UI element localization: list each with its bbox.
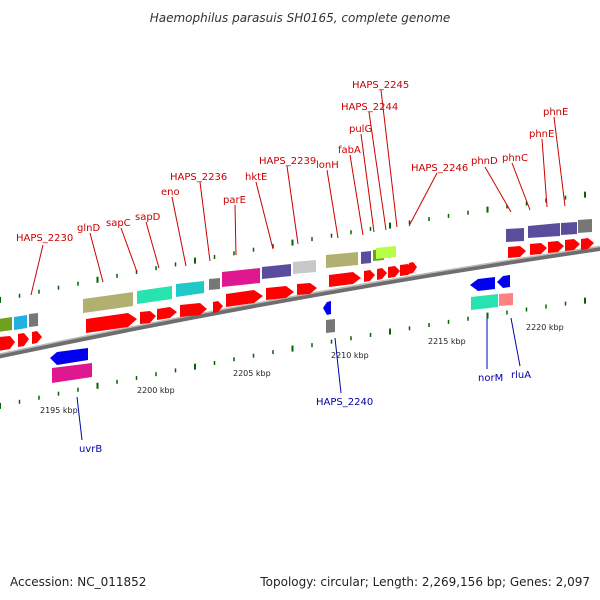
cog-block[interactable] — [137, 286, 172, 304]
forward-scale-ticks — [0, 191, 586, 303]
cog-block[interactable] — [471, 294, 498, 310]
gene-label[interactable]: phnC — [502, 153, 528, 164]
gene-label[interactable]: HAPS_2246 — [411, 163, 468, 174]
cog-block[interactable] — [561, 222, 577, 235]
forward-gene-arrows — [0, 238, 594, 351]
gene-label[interactable]: HAPS_2240 — [316, 397, 373, 408]
cog-block[interactable] — [0, 317, 12, 332]
forward-cog-blocks — [0, 219, 592, 332]
scale-labels: 2195 kbp 2200 kbp 2205 kbp 2210 kbp 2215… — [40, 323, 564, 415]
reverse-gene-labels: uvrB HAPS_2240 norM rluA — [79, 370, 531, 455]
gene-arrow[interactable] — [508, 246, 526, 258]
gene-label[interactable]: fabA — [338, 145, 361, 156]
gene-label[interactable]: phnE — [543, 107, 568, 118]
gene-label[interactable]: uvrB — [79, 444, 102, 455]
cog-block[interactable] — [326, 252, 358, 268]
gene-label[interactable]: eno — [161, 187, 180, 198]
gene-label[interactable]: sapD — [135, 212, 161, 223]
cog-block[interactable] — [361, 251, 371, 264]
reverse-leader-lines — [76, 317, 521, 441]
scale-label-2200: 2200 kbp — [137, 386, 175, 395]
cog-block[interactable] — [52, 363, 92, 383]
gene-arrow-reverse[interactable] — [323, 301, 331, 315]
gene-label[interactable]: pulG — [349, 124, 372, 135]
reverse-scale-ticks — [0, 297, 586, 409]
genome-backbone — [0, 245, 600, 359]
cog-block[interactable] — [222, 268, 260, 287]
gene-arrow[interactable] — [32, 331, 42, 344]
cog-block[interactable] — [209, 278, 220, 290]
genome-stats-text: Topology: circular; Length: 2,269,156 bp… — [259, 575, 590, 589]
cog-block[interactable] — [506, 228, 524, 242]
gene-arrow[interactable] — [213, 301, 223, 313]
gene-label[interactable]: lonH — [316, 160, 339, 171]
scale-label-2215: 2215 kbp — [428, 337, 466, 346]
gene-arrow[interactable] — [377, 268, 387, 280]
cog-block[interactable] — [376, 246, 396, 259]
scale-label-2195: 2195 kbp — [40, 406, 78, 415]
gene-arrow-reverse[interactable] — [50, 348, 88, 365]
gene-label[interactable]: sapC — [106, 218, 131, 229]
gene-label[interactable]: hktE — [245, 172, 267, 183]
gene-arrow[interactable] — [581, 238, 594, 250]
gene-arrow[interactable] — [157, 307, 177, 320]
gene-label[interactable]: parE — [223, 195, 246, 206]
forward-gene-labels: HAPS_2230 glnD sapC sapD eno HAPS_2236 p… — [16, 80, 568, 244]
scale-label-2220: 2220 kbp — [526, 323, 564, 332]
gene-arrow[interactable] — [409, 262, 417, 274]
gene-arrow[interactable] — [226, 290, 263, 307]
gene-label[interactable]: HAPS_2245 — [352, 80, 409, 91]
cog-block[interactable] — [176, 281, 204, 297]
cog-block[interactable] — [14, 315, 27, 330]
gene-arrow[interactable] — [180, 303, 207, 317]
forward-leader-lines — [30, 89, 566, 296]
cog-block[interactable] — [262, 264, 291, 279]
genome-backbone-highlight — [0, 245, 600, 355]
gene-label[interactable]: phnE — [529, 129, 554, 140]
gene-arrow[interactable] — [329, 272, 361, 287]
reverse-features — [50, 275, 513, 383]
cog-block[interactable] — [29, 313, 38, 327]
gene-label[interactable]: HAPS_2244 — [341, 102, 398, 113]
gene-arrow[interactable] — [266, 286, 294, 300]
accession-text: Accession: NC_011852 — [10, 575, 146, 589]
cog-block[interactable] — [499, 293, 513, 306]
gene-arrow[interactable] — [0, 336, 15, 351]
gene-label[interactable]: phnD — [471, 156, 498, 167]
gene-arrow[interactable] — [140, 311, 156, 324]
gene-label[interactable]: HAPS_2239 — [259, 156, 316, 167]
cog-block[interactable] — [83, 292, 133, 313]
gene-arrow[interactable] — [530, 243, 547, 255]
gene-arrow[interactable] — [548, 241, 564, 253]
gene-arrow[interactable] — [86, 313, 137, 333]
cog-block[interactable] — [528, 223, 560, 238]
cog-block[interactable] — [293, 260, 316, 274]
gene-label[interactable]: HAPS_2230 — [16, 233, 73, 244]
scale-label-2205: 2205 kbp — [233, 369, 271, 378]
gene-label[interactable]: HAPS_2236 — [170, 172, 227, 183]
gene-label[interactable]: glnD — [77, 223, 100, 234]
cog-block[interactable] — [326, 319, 335, 333]
gene-arrow[interactable] — [388, 266, 400, 278]
scale-label-2210: 2210 kbp — [331, 351, 369, 360]
gene-arrow[interactable] — [297, 283, 317, 295]
gene-arrow[interactable] — [364, 270, 375, 282]
gene-label[interactable]: norM — [478, 373, 503, 384]
cog-block[interactable] — [578, 219, 592, 233]
gene-arrow-reverse[interactable] — [497, 275, 510, 288]
gene-arrow[interactable] — [565, 239, 580, 251]
gene-arrow-reverse[interactable] — [470, 277, 495, 291]
gene-arrow[interactable] — [18, 333, 29, 347]
map-title: Haemophilus parasuis SH0165, complete ge… — [150, 11, 451, 25]
gene-label[interactable]: rluA — [511, 370, 531, 381]
